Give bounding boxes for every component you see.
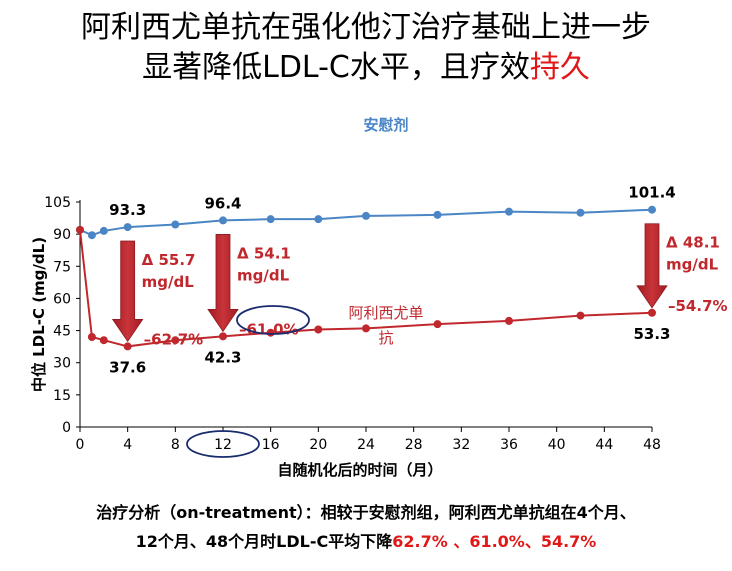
- data-point: [219, 216, 227, 225]
- value-label: 53.3: [633, 325, 670, 343]
- y-tick-label: 90: [53, 227, 71, 243]
- title-text: 显著降低LDL-C水平，且疗效: [142, 50, 530, 85]
- data-point: [362, 211, 370, 220]
- difference-percent: –54.7%: [668, 297, 728, 315]
- x-tick-label: 48: [643, 437, 661, 453]
- data-point: [433, 210, 442, 219]
- series-layer: [76, 205, 656, 351]
- data-point: [433, 320, 442, 329]
- difference-delta: Δ 48.1: [666, 234, 720, 252]
- data-point: [505, 316, 513, 325]
- difference-arrow: [207, 234, 239, 333]
- value-label: 42.3: [204, 348, 241, 366]
- title-line-2: 显著降低LDL-C水平，且疗效持久: [0, 50, 732, 86]
- data-point: [576, 311, 585, 320]
- data-point: [314, 325, 323, 334]
- x-tick-label: 8: [171, 437, 180, 453]
- data-point: [362, 324, 370, 333]
- y-tick-label: 45: [53, 324, 71, 340]
- difference-unit: mg/dL: [237, 266, 290, 284]
- highlight-circle: [186, 430, 260, 458]
- x-tick-label: 40: [548, 437, 566, 453]
- y-tick-label: 105: [44, 195, 71, 211]
- difference-arrow: [111, 240, 144, 343]
- x-tick-label: 36: [500, 437, 518, 453]
- footnote-percentages: 62.7% 、61.0%、54.7%: [392, 532, 597, 551]
- data-point: [648, 308, 656, 317]
- y-tick-label: 60: [53, 291, 71, 307]
- data-point: [505, 207, 513, 216]
- footnote-text: 12个月、48个月时LDL-C平均下降: [135, 532, 393, 551]
- x-tick-label: 44: [595, 437, 613, 453]
- difference-unit: mg/dL: [142, 273, 195, 291]
- data-point: [87, 333, 96, 341]
- data-point: [314, 215, 323, 224]
- data-point: [171, 220, 180, 229]
- y-tick-label: 0: [62, 420, 71, 436]
- difference-percent: –62.7%: [144, 330, 204, 348]
- y-tick-label: 30: [53, 356, 71, 372]
- data-point: [99, 336, 108, 345]
- y-tick-label: 15: [53, 388, 71, 404]
- difference-delta: Δ 55.7: [142, 251, 196, 269]
- x-tick-label: 32: [452, 437, 470, 453]
- difference-arrows-layer: [111, 223, 668, 343]
- highlight-circle: [236, 305, 310, 335]
- x-tick-label: 24: [357, 437, 375, 453]
- series-label-placebo: 安慰剂: [363, 116, 408, 134]
- data-point: [76, 225, 84, 234]
- series-label-alirocumab: 抗: [378, 329, 393, 347]
- difference-arrow: [636, 223, 668, 309]
- value-label: 101.4: [628, 184, 675, 202]
- data-point: [576, 208, 585, 217]
- data-point: [219, 332, 227, 341]
- x-tick-label: 16: [262, 437, 280, 453]
- series-label-alirocumab: 阿利西尤单: [348, 304, 423, 322]
- labels-layer: Δ 55.7mg/dL–62.7%Δ 54.1mg/dL–61.0%Δ 48.1…: [109, 116, 728, 458]
- data-point: [99, 226, 108, 235]
- data-point: [171, 336, 180, 345]
- x-tick-label: 12: [214, 437, 232, 453]
- data-point: [123, 223, 132, 232]
- x-tick-label: 20: [309, 437, 327, 453]
- title-line-1: 阿利西尤单抗在强化他汀治疗基础上进一步: [81, 10, 651, 45]
- title-highlight: 持久: [529, 50, 590, 85]
- y-tick-label: 75: [53, 259, 71, 275]
- x-tick-label: 4: [123, 437, 132, 453]
- x-tick-label: 0: [76, 437, 85, 453]
- footnote-line-1: 治疗分析（on-treatment）：相较于安慰剂组，阿利西尤单抗组在4个月、: [96, 503, 636, 522]
- y-axis-title: 中位 LDL-C (mg/dL): [30, 237, 48, 392]
- value-label: 37.6: [109, 358, 146, 376]
- footnote-line-2: 12个月、48个月时LDL-C平均下降62.7% 、61.0%、54.7%: [0, 528, 732, 552]
- value-label: 93.3: [109, 201, 146, 219]
- data-point: [123, 342, 132, 351]
- x-tick-label: 28: [405, 437, 423, 453]
- x-axis-title: 自随机化后的时间（月）: [277, 461, 442, 479]
- difference-unit: mg/dL: [666, 256, 719, 274]
- data-point: [648, 205, 656, 214]
- data-point: [266, 215, 275, 224]
- data-point: [87, 231, 96, 240]
- difference-delta: Δ 54.1: [237, 244, 291, 262]
- value-label: 96.4: [204, 194, 241, 212]
